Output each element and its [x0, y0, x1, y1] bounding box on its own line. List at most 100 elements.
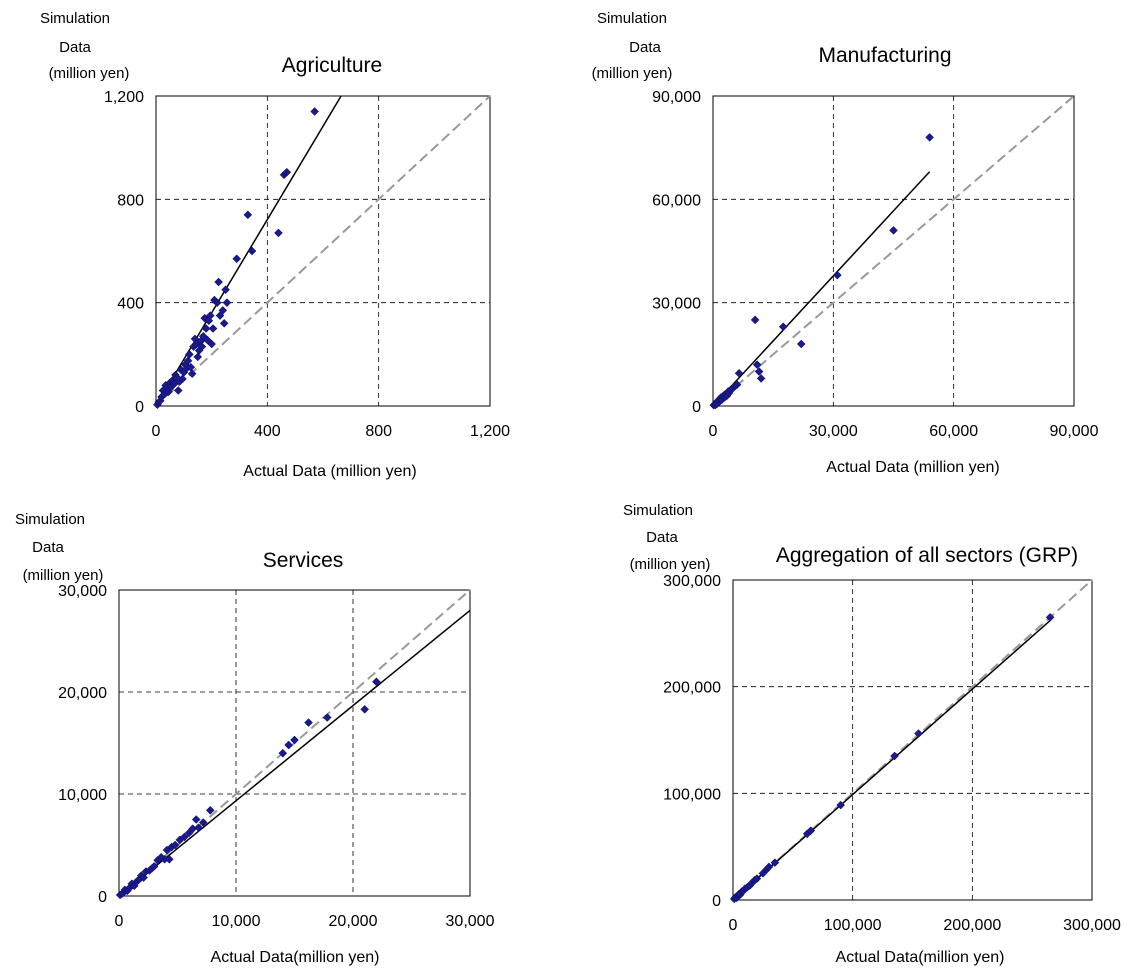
plot-area — [115, 589, 471, 900]
data-point — [752, 360, 762, 370]
plot-area — [153, 95, 491, 410]
plot-area — [729, 579, 1093, 904]
y-tick-label: 0 — [135, 399, 144, 416]
y-axis-label-line-3: (million yen) — [23, 567, 104, 584]
data-point — [205, 805, 215, 815]
data-point — [290, 735, 299, 745]
data-point — [752, 874, 762, 884]
x-axis-label: Actual Data (million yen) — [826, 459, 999, 476]
y-axis-label-line-2: Data — [629, 39, 661, 56]
y-tick-label: 20,000 — [58, 685, 107, 702]
x-tick-label: 60,000 — [929, 423, 978, 440]
y-axis-label-line-3: (million yen) — [49, 65, 130, 82]
y-tick-label: 30,000 — [652, 296, 701, 313]
y-tick-label: 1,200 — [104, 89, 144, 106]
y-tick-label: 60,000 — [652, 192, 701, 209]
x-tick-label: 0 — [115, 913, 124, 930]
data-point — [180, 832, 189, 842]
data-point — [185, 349, 194, 359]
tick-labels: 0 10,000 20,000 30,000 0 10,000 20,000 30,000 — [58, 583, 495, 930]
data-point — [205, 311, 215, 320]
data-point — [218, 306, 228, 315]
y-axis-label-line-3: (million yen) — [592, 65, 673, 82]
data-point — [194, 823, 203, 833]
data-point — [208, 324, 218, 333]
data-point — [360, 704, 370, 714]
plot-area — [709, 95, 1075, 410]
y-axis-label-line-2: Data — [59, 39, 91, 56]
tick-labels: 0 30,000 60,000 90,000 0 30,000 60,000 90,000 — [652, 89, 1099, 440]
data-point — [197, 342, 207, 351]
y-axis-label-line-1: Simulation — [40, 10, 110, 27]
data-point — [214, 277, 223, 287]
chart-manufacturing: Simulation Data (million yen) Manufactur… — [592, 10, 1099, 476]
data-point — [149, 862, 159, 871]
data-point — [191, 815, 201, 824]
data-point — [221, 285, 230, 295]
data-point — [183, 356, 193, 366]
data-point — [278, 748, 288, 758]
chart-grp-aggregation: Simulation Data (million yen) Aggregatio… — [623, 502, 1121, 966]
y-tick-label: 200,000 — [663, 680, 721, 697]
reference-line-y-equals-x — [712, 95, 1075, 407]
x-tick-label: 0 — [152, 423, 161, 440]
y-axis-label-line-2: Data — [646, 529, 678, 546]
tick-labels: 0 400 800 1,200 0 400 800 1,200 — [104, 89, 510, 440]
chart-title: Services — [263, 549, 344, 572]
data-point — [889, 225, 898, 235]
data-point — [198, 818, 208, 827]
data-point — [274, 228, 283, 238]
x-tick-label: 20,000 — [329, 913, 378, 930]
reference-line-y-equals-x — [155, 95, 491, 407]
chart-agriculture: Simulation Data (million yen) Agricultur… — [40, 10, 510, 480]
data-point — [170, 840, 180, 850]
y-tick-label: 90,000 — [652, 89, 701, 106]
y-axis-label-line-1: Simulation — [623, 502, 693, 519]
y-axis-label-line-2: Data — [32, 539, 64, 556]
data-point — [232, 254, 242, 264]
data-point — [173, 386, 183, 395]
y-tick-label: 300,000 — [663, 573, 721, 590]
data-point — [754, 367, 764, 376]
chart-title: Agriculture — [282, 54, 382, 77]
data-point — [282, 167, 292, 177]
data-point — [770, 858, 780, 868]
data-point — [734, 368, 744, 378]
fitted-line — [732, 619, 1051, 901]
data-point — [164, 854, 174, 864]
data-point — [778, 322, 788, 332]
x-axis-label: Actual Data(million yen) — [836, 949, 1005, 966]
data-point — [832, 270, 842, 280]
data-point — [187, 369, 197, 379]
data-point — [836, 800, 846, 810]
data-point — [212, 298, 222, 308]
x-tick-label: 0 — [729, 917, 738, 934]
data-point — [222, 298, 232, 308]
y-tick-label: 800 — [117, 192, 144, 209]
data-point — [243, 210, 253, 220]
data-point — [925, 132, 934, 142]
data-point — [201, 324, 211, 333]
data-point — [207, 339, 217, 349]
data-point — [139, 873, 148, 882]
data-point — [732, 380, 742, 389]
y-axis-label-line-1: Simulation — [597, 10, 667, 27]
y-tick-label: 0 — [98, 889, 107, 906]
x-tick-label: 30,000 — [446, 913, 495, 930]
x-tick-label: 1,200 — [470, 423, 510, 440]
data-point — [178, 374, 187, 384]
y-tick-label: 0 — [712, 893, 721, 910]
plot-frame — [712, 95, 1075, 407]
tick-labels: 0 100,000 200,000 300,000 0 100,000 200,000 300… — [663, 573, 1121, 934]
data-point — [247, 246, 257, 256]
data-point — [304, 718, 313, 727]
data-point — [750, 315, 760, 325]
y-axis-label-line-3: (million yen) — [630, 556, 711, 573]
data-point — [372, 677, 381, 687]
x-tick-label: 300,000 — [1063, 917, 1121, 934]
data-point — [322, 713, 332, 722]
x-tick-label: 30,000 — [809, 423, 858, 440]
x-tick-label: 200,000 — [943, 917, 1001, 934]
y-axis-label-line-1: Simulation — [15, 511, 85, 528]
